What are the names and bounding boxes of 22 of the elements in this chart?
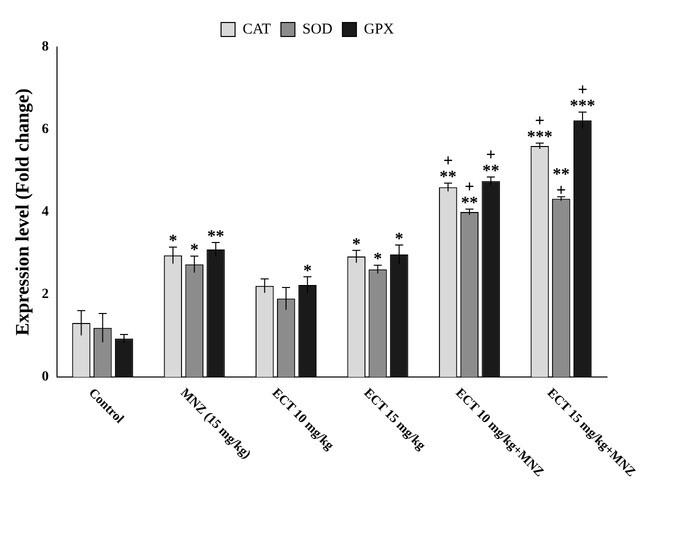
data-label: + *** xyxy=(570,80,596,116)
data-label: * xyxy=(394,229,404,248)
data-label: + ** xyxy=(440,151,457,186)
y-tick-label: 2 xyxy=(42,287,49,302)
data-label: + ** xyxy=(482,144,500,180)
data-label: ** xyxy=(207,226,224,246)
legend-label: CAT xyxy=(242,21,271,38)
y-tick-label: 4 xyxy=(42,204,49,220)
data-label: * xyxy=(374,249,382,268)
data-label: * xyxy=(303,260,312,280)
y-axis-title: Expression level (Fold change) xyxy=(12,88,34,336)
y-tick-label: 0 xyxy=(42,370,49,385)
legend-label: GPX xyxy=(364,21,394,38)
data-label: * xyxy=(190,240,199,260)
data-label: * xyxy=(168,231,178,250)
legend-label: SOD xyxy=(302,21,333,38)
y-tick-label: 8 xyxy=(42,40,49,55)
data-label: ** + xyxy=(552,164,570,200)
data-label: + ** xyxy=(460,177,478,212)
data-label: * xyxy=(352,234,361,254)
data-label: + *** xyxy=(527,111,553,146)
y-tick-label: 6 xyxy=(42,122,49,138)
